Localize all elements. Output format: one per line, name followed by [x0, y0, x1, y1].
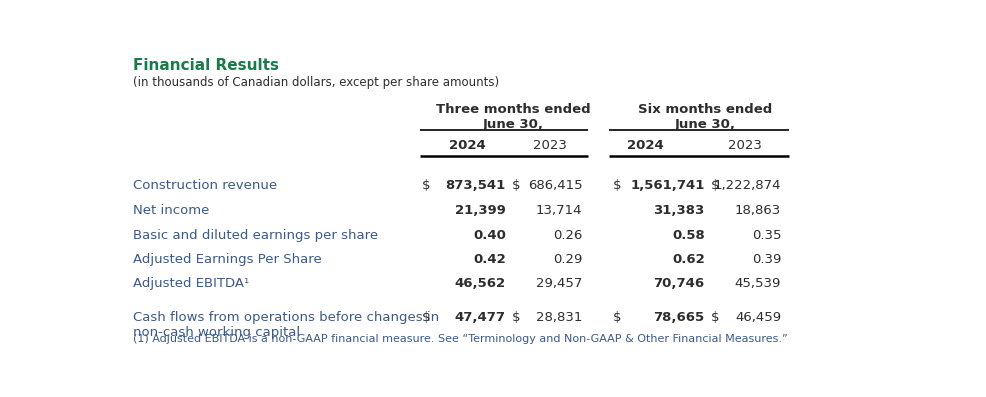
Text: 1,222,874: 1,222,874	[713, 179, 781, 192]
Text: 13,714: 13,714	[535, 204, 582, 218]
Text: 0.62: 0.62	[671, 253, 704, 266]
Text: 0.26: 0.26	[552, 229, 582, 242]
Text: 2024: 2024	[627, 139, 664, 152]
Text: 18,863: 18,863	[735, 204, 781, 218]
Text: $: $	[421, 179, 430, 192]
Text: 46,562: 46,562	[455, 277, 506, 290]
Text: 78,665: 78,665	[653, 311, 704, 324]
Text: 21,399: 21,399	[455, 204, 506, 218]
Text: $: $	[512, 311, 520, 324]
Text: 686,415: 686,415	[528, 179, 582, 192]
Text: $: $	[710, 179, 719, 192]
Text: 0.58: 0.58	[671, 229, 704, 242]
Text: $: $	[612, 311, 621, 324]
Text: $: $	[710, 311, 719, 324]
Text: (1) Adjusted EBITDA is a non-GAAP financial measure. See “Terminology and Non-GA: (1) Adjusted EBITDA is a non-GAAP financ…	[132, 334, 787, 344]
Text: 0.35: 0.35	[751, 229, 781, 242]
Text: $: $	[421, 311, 430, 324]
Text: Adjusted EBITDA¹: Adjusted EBITDA¹	[132, 277, 248, 290]
Text: Financial Results: Financial Results	[132, 58, 278, 73]
Text: 31,383: 31,383	[653, 204, 704, 218]
Text: 70,746: 70,746	[653, 277, 704, 290]
Text: 2023: 2023	[532, 139, 567, 152]
Text: Six months ended
June 30,: Six months ended June 30,	[637, 103, 771, 131]
Text: Three months ended
June 30,: Three months ended June 30,	[436, 103, 591, 131]
Text: 0.29: 0.29	[552, 253, 582, 266]
Text: 47,477: 47,477	[455, 311, 506, 324]
Text: 1,561,741: 1,561,741	[630, 179, 704, 192]
Text: Basic and diluted earnings per share: Basic and diluted earnings per share	[132, 229, 378, 242]
Text: 28,831: 28,831	[535, 311, 582, 324]
Text: 873,541: 873,541	[445, 179, 506, 192]
Text: 2023: 2023	[728, 139, 761, 152]
Text: 45,539: 45,539	[735, 277, 781, 290]
Text: Cash flows from operations before changes in
non-cash working capital: Cash flows from operations before change…	[132, 311, 438, 339]
Text: Adjusted Earnings Per Share: Adjusted Earnings Per Share	[132, 253, 321, 266]
Text: 29,457: 29,457	[535, 277, 582, 290]
Text: Construction revenue: Construction revenue	[132, 179, 276, 192]
Text: $: $	[612, 179, 621, 192]
Text: $: $	[512, 179, 520, 192]
Text: 2024: 2024	[449, 139, 485, 152]
Text: 0.40: 0.40	[472, 229, 506, 242]
Text: 0.42: 0.42	[472, 253, 506, 266]
Text: Net income: Net income	[132, 204, 209, 218]
Text: (in thousands of Canadian dollars, except per share amounts): (in thousands of Canadian dollars, excep…	[132, 76, 498, 89]
Text: 46,459: 46,459	[735, 311, 781, 324]
Text: 0.39: 0.39	[751, 253, 781, 266]
